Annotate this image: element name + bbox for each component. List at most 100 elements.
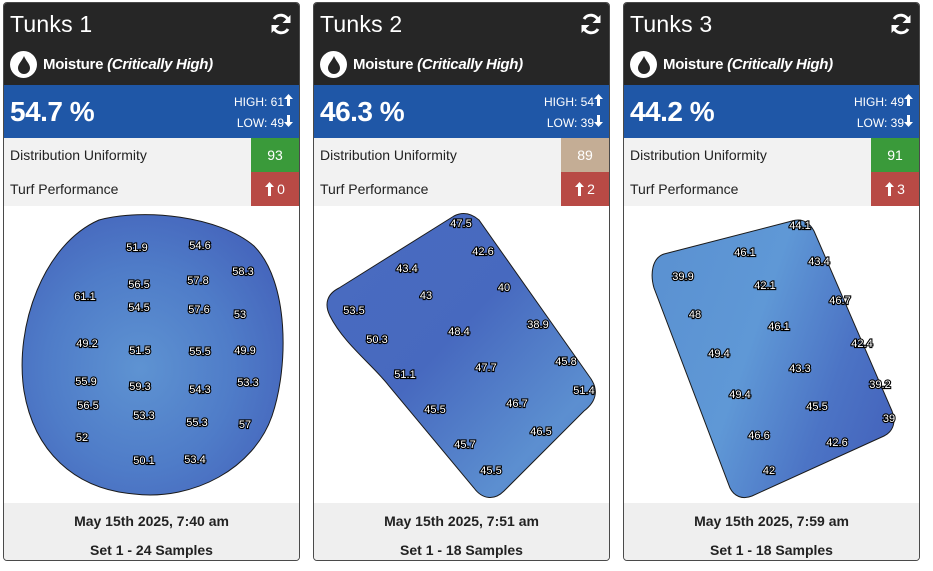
moisture-reading: 46.6 <box>748 430 769 442</box>
moisture-reading: 39.9 <box>672 271 693 283</box>
turf-value: 3 <box>897 181 905 197</box>
low-text: LOW: 39 <box>546 116 594 130</box>
moisture-reading: 49.9 <box>234 345 255 357</box>
moisture-reading: 46.1 <box>734 247 755 259</box>
distribution-uniformity-row: Distribution Uniformity 89 <box>314 138 609 172</box>
turf-badge: 0 <box>251 172 299 206</box>
sample-date: May 15th 2025, 7:40 am <box>74 513 229 529</box>
water-drop-icon <box>320 51 347 78</box>
moisture-reading: 49.4 <box>708 348 729 360</box>
high-value: HIGH: 61 <box>234 94 293 109</box>
moisture-reading: 61.1 <box>74 291 95 303</box>
card-header: Tunks 3 Moisture (Critically High) <box>624 3 919 85</box>
turf-label: Turf Performance <box>320 181 429 197</box>
moisture-reading: 38.9 <box>527 319 548 331</box>
refresh-icon[interactable] <box>889 12 913 36</box>
moisture-reading: 52 <box>76 432 88 444</box>
high-text: HIGH: 54 <box>543 95 594 109</box>
moisture-label: Moisture <box>353 56 414 73</box>
moisture-reading: 46.5 <box>530 426 551 438</box>
card-footer: May 15th 2025, 7:51 am Set 1 - 18 Sample… <box>314 503 609 560</box>
moisture-map[interactable]: 51.9 54.6 58.3 56.5 57.8 61.1 54.5 57.6 53 49.2 51… <box>4 206 299 502</box>
moisture-reading: 49.2 <box>76 338 97 350</box>
moisture-reading: 53.3 <box>133 410 154 422</box>
moisture-reading: 53.3 <box>237 377 258 389</box>
high-text: HIGH: 61 <box>233 95 284 109</box>
turf-label: Turf Performance <box>630 181 739 197</box>
refresh-icon[interactable] <box>579 12 603 36</box>
arrow-up-icon <box>575 182 585 196</box>
low-value: LOW: 49 <box>237 115 293 130</box>
arrow-up-icon <box>284 94 293 106</box>
sample-count: Set 1 - 18 Samples <box>710 542 833 558</box>
zone-card-tunks-3: Tunks 3 Moisture (Critically High) 44.2 … <box>623 2 920 561</box>
high-text: HIGH: 49 <box>853 95 904 109</box>
moisture-reading: 51.5 <box>129 345 150 357</box>
du-label: Distribution Uniformity <box>320 147 457 163</box>
du-value: 93 <box>267 147 283 163</box>
moisture-reading: 50.1 <box>133 455 154 467</box>
moisture-status: Moisture (Critically High) <box>10 51 213 78</box>
moisture-reading: 42.4 <box>851 338 872 350</box>
moisture-reading: 54.5 <box>128 302 149 314</box>
moisture-reading: 54.3 <box>189 384 210 396</box>
arrow-down-icon <box>594 115 603 127</box>
moisture-reading: 53.5 <box>343 305 364 317</box>
moisture-map[interactable]: 47.5 42.6 43.4 40 43 53.5 38.9 48.4 50.3 45.8 47.7… <box>314 206 609 502</box>
moisture-reading: 47.5 <box>450 218 471 230</box>
arrow-down-icon <box>904 115 913 127</box>
arrow-up-icon <box>594 94 603 106</box>
moisture-reading: 42 <box>763 465 775 477</box>
moisture-label: Moisture <box>663 56 724 73</box>
moisture-band: 44.2 % HIGH: 49 LOW: 39 <box>624 85 919 138</box>
turf-value: 0 <box>277 181 285 197</box>
card-footer: May 15th 2025, 7:40 am Set 1 - 24 Sample… <box>4 503 299 560</box>
moisture-reading: 55.9 <box>75 376 96 388</box>
moisture-reading: 57.6 <box>188 304 209 316</box>
moisture-value: 54.7 % <box>10 96 95 127</box>
moisture-status-text: (Critically High) <box>417 56 523 73</box>
moisture-reading: 47.7 <box>475 362 496 374</box>
moisture-reading: 55.3 <box>186 417 207 429</box>
moisture-reading: 43 <box>420 290 432 302</box>
zone-title: Tunks 1 <box>10 11 93 37</box>
moisture-reading: 50.3 <box>366 334 387 346</box>
distribution-uniformity-row: Distribution Uniformity 91 <box>624 138 919 172</box>
moisture-map[interactable]: 44.1 46.1 43.4 39.9 42.1 46.7 48 46.1 42.4 49.4 43… <box>624 206 919 502</box>
moisture-reading: 40 <box>498 282 510 294</box>
moisture-reading: 55.5 <box>189 346 210 358</box>
turf-performance-row: Turf Performance 2 <box>314 172 609 206</box>
moisture-reading: 46.1 <box>768 321 789 333</box>
moisture-reading: 42.1 <box>754 280 775 292</box>
card-header: Tunks 1 Moisture (Critically High) <box>4 3 299 85</box>
moisture-reading: 49.4 <box>729 389 750 401</box>
refresh-icon[interactable] <box>269 12 293 36</box>
moisture-reading: 48 <box>689 309 701 321</box>
moisture-reading: 56.5 <box>128 279 149 291</box>
low-value: LOW: 39 <box>857 115 913 130</box>
moisture-value: 44.2 % <box>630 96 715 127</box>
zone-title: Tunks 2 <box>320 11 403 37</box>
du-value: 91 <box>887 147 903 163</box>
moisture-band: 54.7 % HIGH: 61 LOW: 49 <box>4 85 299 138</box>
moisture-reading: 57.8 <box>187 275 208 287</box>
sample-count: Set 1 - 24 Samples <box>90 542 213 558</box>
card-header: Tunks 2 Moisture (Critically High) <box>314 3 609 85</box>
moisture-reading: 43.4 <box>808 256 829 268</box>
turf-area-shape <box>21 214 284 496</box>
arrow-down-icon <box>284 115 293 127</box>
sample-count: Set 1 - 18 Samples <box>400 542 523 558</box>
moisture-reading: 45.5 <box>806 401 827 413</box>
du-value: 89 <box>577 147 593 163</box>
arrow-up-icon <box>265 182 275 196</box>
moisture-reading: 51.4 <box>573 385 594 397</box>
turf-performance-row: Turf Performance 3 <box>624 172 919 206</box>
sample-date: May 15th 2025, 7:59 am <box>694 513 849 529</box>
high-value: HIGH: 49 <box>854 94 913 109</box>
low-value: LOW: 39 <box>547 115 603 130</box>
moisture-reading: 43.3 <box>789 363 810 375</box>
moisture-status: Moisture (Critically High) <box>630 51 833 78</box>
turf-badge: 3 <box>871 172 919 206</box>
moisture-reading: 42.6 <box>826 437 847 449</box>
moisture-reading: 57 <box>239 419 251 431</box>
